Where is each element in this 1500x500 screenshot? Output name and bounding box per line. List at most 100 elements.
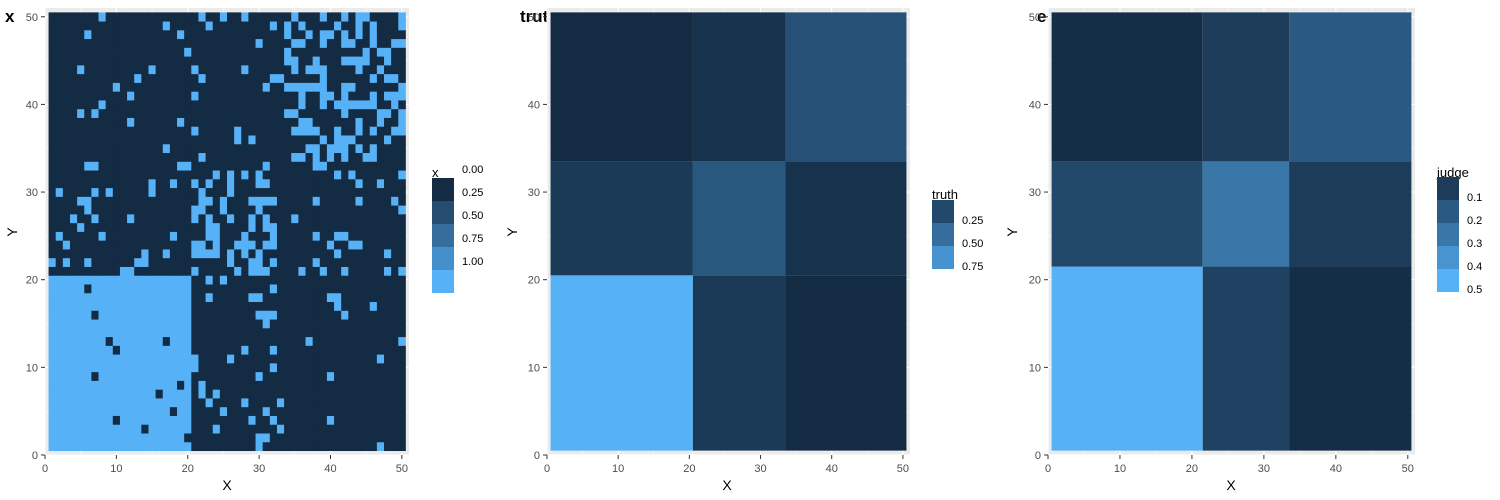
heatmap-cell (127, 301, 135, 311)
heatmap-cell (362, 240, 371, 250)
heatmap-cell (376, 213, 385, 224)
x-axis: 0 10 20 30 40 50 (544, 455, 909, 475)
heatmap-cell (98, 143, 107, 154)
heatmap-cell (284, 135, 292, 145)
heatmap-cell (348, 301, 356, 311)
heatmap-cell (105, 29, 114, 40)
heatmap-cell (319, 275, 328, 285)
heatmap-cell (112, 161, 121, 171)
heatmap-cell (177, 424, 185, 434)
heatmap-cell (384, 249, 392, 259)
heatmap-cell (276, 319, 285, 329)
heatmap-cell (162, 284, 171, 294)
heatmap-cell (284, 231, 292, 241)
heatmap-cell (276, 275, 285, 285)
heatmap-cell (291, 389, 299, 399)
x-axis-label: X (1226, 477, 1236, 493)
heatmap-cell (248, 398, 256, 408)
heatmap-cell (227, 82, 235, 92)
heatmap-cell (291, 380, 299, 390)
heatmap-cell (298, 178, 306, 189)
heatmap-cell (141, 117, 149, 127)
heatmap-cell (69, 362, 78, 373)
heatmap-cell (369, 21, 378, 31)
heatmap-cell (241, 222, 249, 232)
heatmap-cell (326, 213, 335, 224)
heatmap-cell (48, 143, 57, 154)
heatmap-cell (148, 231, 157, 241)
heatmap-cell (262, 424, 271, 434)
heatmap-cell (127, 213, 135, 224)
heatmap-cell (105, 266, 114, 276)
heatmap-cell (255, 371, 264, 381)
heatmap-cell (234, 196, 242, 206)
heatmap-cell (62, 310, 71, 320)
heatmap-cell (55, 12, 64, 22)
heatmap-cell (191, 205, 199, 215)
heatmap-cell (319, 284, 328, 294)
heatmap-cell (55, 266, 64, 276)
heatmap-cell (112, 441, 121, 452)
heatmap-cell (248, 231, 256, 241)
heatmap-cell (212, 82, 221, 92)
heatmap-cell (355, 143, 364, 154)
heatmap-cell (212, 205, 221, 215)
heatmap-cell (119, 135, 128, 145)
heatmap-cell (291, 398, 299, 408)
heatmap-cell (391, 336, 399, 346)
heatmap-cell (269, 406, 278, 416)
heatmap-cell (241, 292, 249, 303)
heatmap-cell (198, 56, 206, 66)
heatmap-cell (241, 196, 249, 206)
heatmap-cell (198, 38, 206, 48)
heatmap-cell (219, 327, 228, 338)
x-tick-label: 20 (182, 463, 194, 475)
heatmap-cell (298, 266, 306, 276)
heatmap-cell (298, 284, 306, 294)
heatmap-cell (362, 310, 371, 320)
heatmap-cell (355, 231, 364, 241)
heatmap-cell (384, 73, 392, 83)
heatmap-cell (291, 143, 299, 154)
legend-label: 0.50 (962, 238, 983, 250)
heatmap-cell (334, 319, 342, 329)
heatmap-cell (384, 389, 392, 399)
heatmap-cell (355, 47, 364, 57)
heatmap-cell (55, 152, 64, 162)
x-tick-label: 50 (1402, 463, 1414, 475)
heatmap-cell (312, 213, 321, 224)
heatmap-cell (184, 178, 192, 189)
heatmap-cell (84, 284, 92, 294)
heatmap-cell (105, 336, 114, 346)
heatmap-cell (362, 29, 371, 40)
heatmap-cell (319, 231, 328, 241)
heatmap-cell (198, 135, 206, 145)
heatmap-cell (305, 91, 314, 101)
heatmap-cell (127, 415, 135, 425)
heatmap-cell (62, 406, 71, 416)
heatmap-cell (219, 117, 228, 127)
heatmap-cell (98, 240, 107, 250)
heatmap-cell (148, 91, 157, 101)
heatmap-cell (84, 389, 92, 399)
heatmap-cell (141, 275, 149, 285)
heatmap-cell (262, 187, 271, 197)
heatmap-cell (48, 240, 57, 250)
heatmap-cell (55, 398, 64, 408)
heatmap-cell (312, 231, 321, 241)
heatmap-cell (177, 354, 185, 364)
heatmap-cell (248, 21, 256, 31)
heatmap-cell (369, 257, 378, 267)
heatmap-cell (312, 327, 321, 338)
heatmap-cell (212, 91, 221, 101)
heatmap-cell (291, 29, 299, 40)
heatmap-cell (177, 275, 185, 285)
heatmap-cell (241, 319, 249, 329)
heatmap-cell (91, 56, 99, 66)
heatmap-cell (134, 100, 142, 110)
heatmap-cell (134, 266, 142, 276)
heatmap-cell (284, 389, 292, 399)
heatmap-cell (105, 91, 114, 101)
heatmap-cell (162, 362, 171, 373)
heatmap-cell (248, 371, 256, 381)
